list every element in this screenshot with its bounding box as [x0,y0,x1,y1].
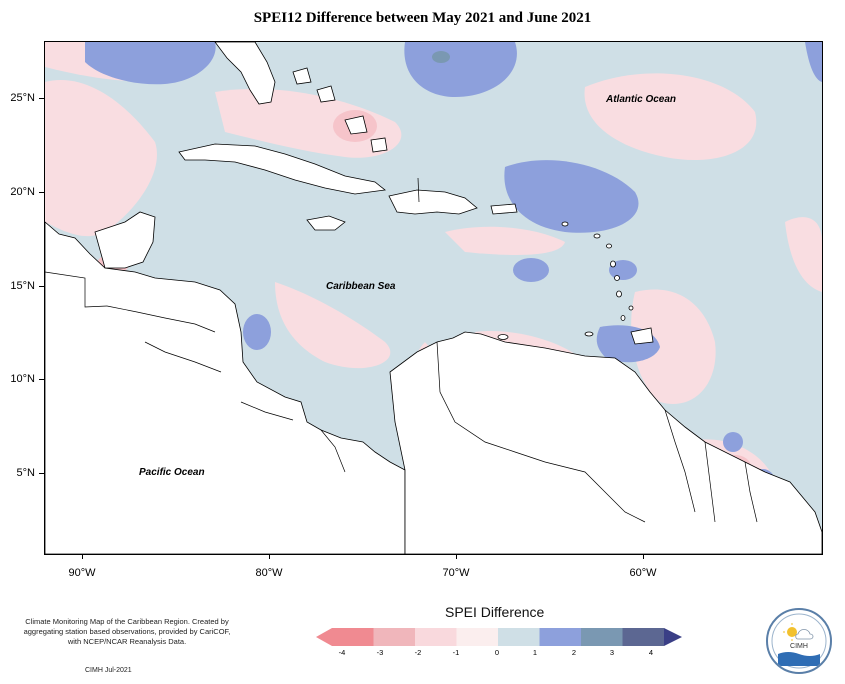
map-credit: CIMH Jul-2021 [85,667,132,674]
lon-label-60: 60°W [629,567,657,579]
lon-tick [82,554,83,559]
legend-swatch [456,628,498,646]
lat-tick [39,192,44,193]
map-panel [44,41,823,555]
lon-label-70: 70°W [442,567,470,579]
legend-tick-label: 3 [609,648,615,657]
cloud-icon [795,629,814,640]
lat-label-20: 20°N [10,186,35,198]
legend-colorbar [316,628,682,646]
legend-arrow-high [664,628,682,646]
lat-label-10: 10°N [10,373,35,385]
lesser-antilles [497,221,634,340]
legend-tick-label: -1 [452,648,460,657]
legend-tick-label: 4 [648,648,654,657]
spei-map [45,42,822,554]
legend-tick-label: 0 [494,648,500,657]
lat-label-5: 5°N [16,467,35,479]
legend-swatch [539,628,581,646]
lon-label-80: 80°W [255,567,283,579]
legend-tick-label: 2 [571,648,577,657]
lat-tick [39,473,44,474]
cimh-logo-graphic: CIMH [771,613,827,669]
map-title: SPEI12 Difference between May 2021 and J… [253,10,592,26]
legend-swatch [581,628,623,646]
legend-tick-label: -2 [414,648,422,657]
legend-swatch [415,628,457,646]
lat-label-15: 15°N [10,280,35,292]
lon-tick [456,554,457,559]
wave-icon [778,652,820,666]
lon-tick [269,554,270,559]
lon-tick [643,554,644,559]
pacific-ocean-label: Pacific Ocean [139,467,205,478]
lon-label-90: 90°W [68,567,96,579]
legend-swatch [332,628,374,646]
legend-tick-label: -4 [338,648,346,657]
moderate-wet-spot [432,51,450,63]
country-borders [45,177,758,523]
legend-tick-label: -3 [376,648,384,657]
legend-arrow-low [316,628,332,646]
legend-title: SPEI Difference [445,604,545,620]
atlantic-ocean-label: Atlantic Ocean [606,94,677,105]
legend-tick-label: 1 [532,648,538,657]
lat-tick [39,286,44,287]
legend-swatch [373,628,415,646]
cimh-logo: CIMH [766,608,832,674]
lat-label-25: 25°N [10,92,35,104]
caribbean-sea-label: Caribbean Sea [326,281,396,292]
land-masses [45,42,822,554]
legend-swatch [622,628,664,646]
legend-swatch [498,628,540,646]
logo-text: CIMH [790,643,808,650]
lat-tick [39,98,44,99]
sun-icon [787,627,797,637]
map-description: Climate Monitoring Map of the Caribbean … [23,617,231,646]
lat-tick [39,379,44,380]
